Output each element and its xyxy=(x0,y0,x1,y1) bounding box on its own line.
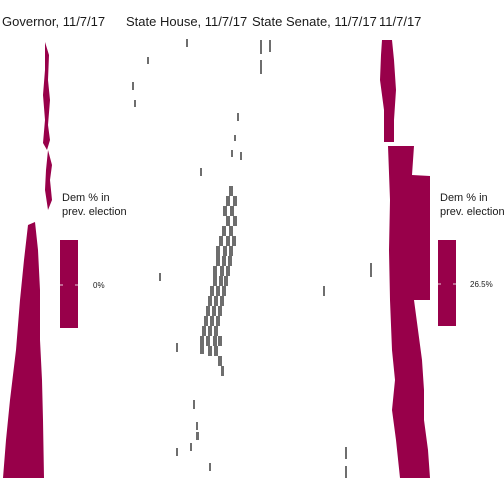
state-house-district-1 xyxy=(186,39,188,47)
state-house-district-3 xyxy=(132,82,134,90)
panel-title-election-date: 11/7/17 xyxy=(379,14,421,29)
state-house-district-51 xyxy=(213,336,217,346)
state-house-district-43 xyxy=(204,316,208,326)
governor-legend-title-line-2: prev. election xyxy=(62,206,127,218)
state-house-district-39 xyxy=(220,296,224,306)
state-house-district-40 xyxy=(206,306,210,316)
state-house-district-65 xyxy=(209,463,211,471)
state-house-district-5 xyxy=(237,113,239,121)
state-house-district-54 xyxy=(214,346,218,356)
state-house-district-27 xyxy=(228,256,232,266)
state-house-district-46 xyxy=(202,326,206,336)
state-house-district-30 xyxy=(226,266,230,276)
state-house-district-17 xyxy=(222,226,226,236)
state-house-district-12 xyxy=(233,196,237,206)
state-house-district-13 xyxy=(223,206,227,216)
state-house-district-14 xyxy=(230,206,234,216)
state-house-district-map xyxy=(132,39,325,471)
panel-title-governor: Governor, 11/7/17 xyxy=(2,14,105,29)
state-house-district-45 xyxy=(216,316,220,326)
state-house-district-33 xyxy=(224,276,228,286)
state-house-district-52 xyxy=(218,336,222,346)
state-house-district-18 xyxy=(229,226,233,236)
state-senate-region-central xyxy=(388,146,430,300)
state-house-district-56 xyxy=(218,356,222,366)
governor-region-central xyxy=(45,150,52,210)
governor-region-south xyxy=(3,222,44,478)
state-house-district-67 xyxy=(260,40,262,54)
state-house-district-2 xyxy=(147,57,149,64)
state-house-district-37 xyxy=(208,296,212,306)
state-house-district-55 xyxy=(200,346,204,354)
governor-district-map xyxy=(3,42,52,478)
state-house-district-57 xyxy=(221,366,224,376)
state-house-district-16 xyxy=(233,216,237,226)
state-senate-district-map xyxy=(345,40,430,478)
governor-legend: Dem % in prev. election 0% xyxy=(60,192,127,328)
state-house-district-24 xyxy=(229,246,233,256)
governor-legend-title-line-1: Dem % in xyxy=(62,192,110,204)
state-house-district-61 xyxy=(196,422,198,430)
state-house-district-69 xyxy=(260,60,262,74)
state-senate-outlier-3 xyxy=(345,466,347,478)
state-house-district-25 xyxy=(216,256,220,266)
state-house-district-4 xyxy=(134,100,136,107)
state-house-district-28 xyxy=(213,266,217,276)
state-house-district-31 xyxy=(213,276,217,286)
state-house-district-35 xyxy=(216,286,220,296)
senate-legend-title-line-2: prev. election xyxy=(440,206,504,218)
state-house-district-38 xyxy=(214,296,218,306)
senate-legend-color-bar xyxy=(438,240,456,326)
state-house-district-42 xyxy=(218,306,222,316)
state-house-district-59 xyxy=(176,343,178,352)
senate-legend: Dem % in prev. election 26.5% xyxy=(438,192,504,326)
state-house-district-7 xyxy=(231,150,233,157)
governor-legend-color-bar xyxy=(60,240,78,328)
state-house-district-49 xyxy=(200,336,204,346)
state-senate-region-south xyxy=(390,300,430,478)
state-house-district-63 xyxy=(190,443,192,451)
governor-region-north xyxy=(43,42,50,150)
governor-legend-value-label: 0% xyxy=(93,281,105,290)
state-house-district-32 xyxy=(219,276,223,286)
state-house-district-22 xyxy=(216,246,220,256)
state-house-district-21 xyxy=(232,236,236,246)
state-house-district-53 xyxy=(208,346,212,356)
state-house-district-60 xyxy=(193,400,195,409)
state-house-district-11 xyxy=(226,196,230,206)
state-house-district-15 xyxy=(226,216,230,226)
state-house-district-44 xyxy=(210,316,214,326)
state-house-district-68 xyxy=(269,40,271,52)
state-house-district-36 xyxy=(222,286,226,296)
state-house-district-8 xyxy=(240,152,242,160)
state-house-district-58 xyxy=(159,273,161,281)
state-house-district-64 xyxy=(176,448,178,456)
panel-title-state-house: State House, 11/7/17 xyxy=(126,14,247,29)
state-house-district-29 xyxy=(220,266,224,276)
state-senate-outlier-1 xyxy=(370,263,372,277)
state-house-district-6 xyxy=(234,135,236,141)
state-house-district-26 xyxy=(222,256,226,266)
state-senate-outlier-2 xyxy=(345,447,347,459)
state-house-district-23 xyxy=(223,246,227,256)
state-house-district-48 xyxy=(214,326,218,336)
senate-legend-title-line-1: Dem % in xyxy=(440,192,488,204)
senate-legend-value-label: 26.5% xyxy=(470,280,493,289)
state-house-district-62 xyxy=(196,432,199,440)
state-senate-region-north xyxy=(380,40,396,142)
state-house-district-47 xyxy=(208,326,212,336)
state-house-district-34 xyxy=(210,286,214,296)
state-house-district-50 xyxy=(206,336,210,346)
state-house-district-20 xyxy=(226,236,230,246)
state-house-district-41 xyxy=(212,306,216,316)
state-house-district-10 xyxy=(229,186,233,196)
state-house-district-66 xyxy=(323,286,325,296)
state-house-district-9 xyxy=(200,168,202,176)
panel-title-state-senate: State Senate, 11/7/17 xyxy=(252,14,377,29)
state-house-district-19 xyxy=(219,236,223,246)
